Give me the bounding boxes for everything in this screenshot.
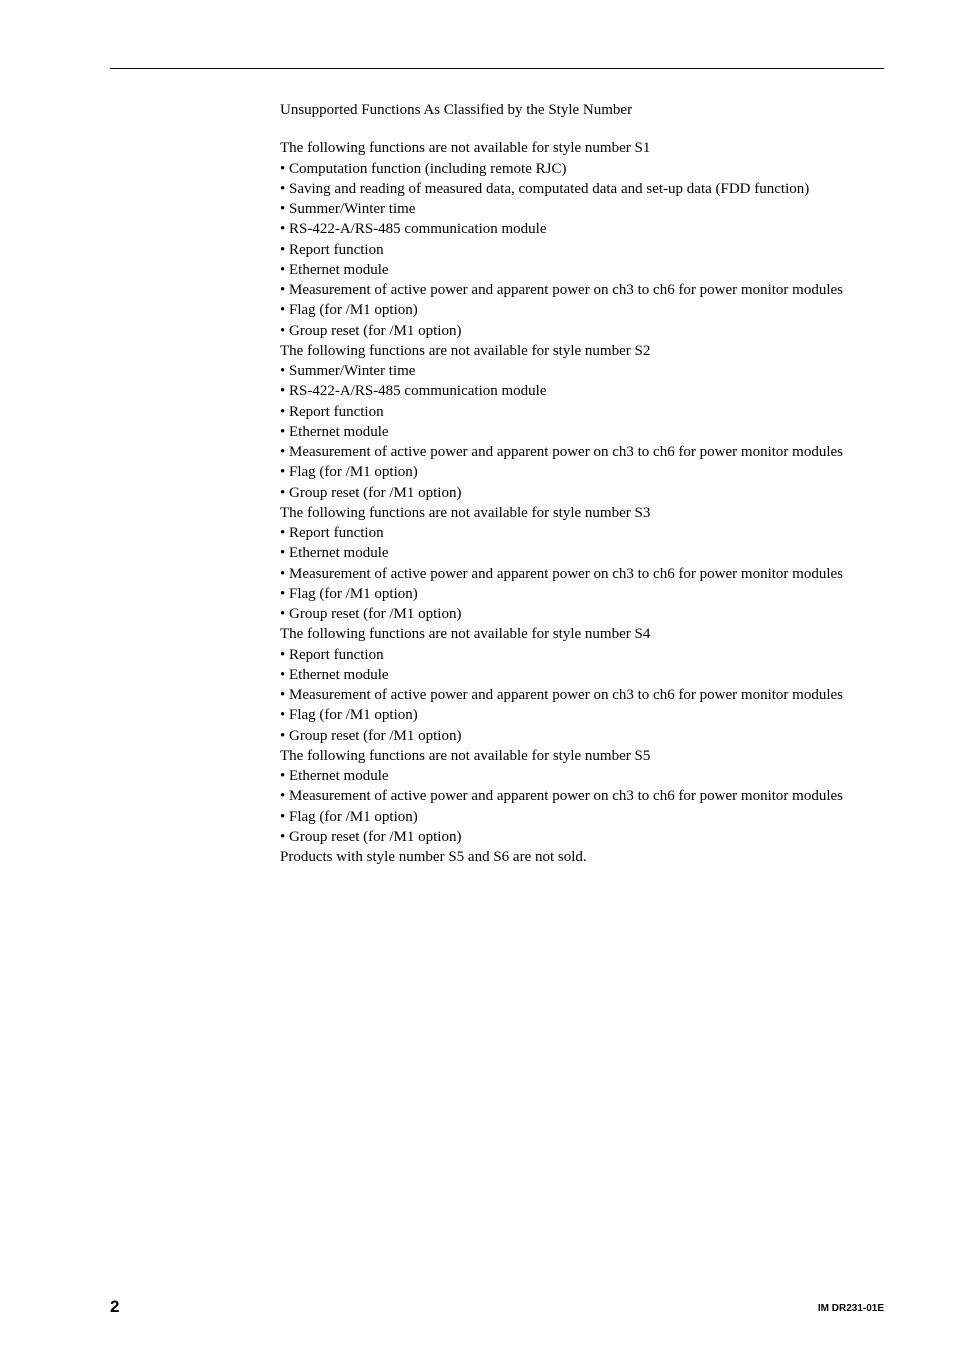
s2-bullet: • Summer/Winter time (280, 361, 884, 381)
s1-bullet: • Ethernet module (280, 260, 884, 280)
s4-bullet: • Group reset (for /M1 option) (280, 726, 884, 746)
s4-bullet: • Ethernet module (280, 665, 884, 685)
horizontal-rule (110, 68, 884, 69)
s3-bullet: • Report function (280, 523, 884, 543)
s1-bullet: • Saving and reading of measured data, c… (280, 179, 884, 199)
s2-bullet: • Flag (for /M1 option) (280, 462, 884, 482)
s3-bullet: • Flag (for /M1 option) (280, 584, 884, 604)
s5-bullet: • Group reset (for /M1 option) (280, 827, 884, 847)
s2-bullet: • RS-422-A/RS-485 communication module (280, 381, 884, 401)
s1-bullet: • Summer/Winter time (280, 199, 884, 219)
content-block: Unsupported Functions As Classified by t… (280, 100, 884, 867)
page-number: 2 (110, 1297, 119, 1317)
s4-intro: The following functions are not availabl… (280, 624, 884, 644)
s5-bullet: • Measurement of active power and appare… (280, 786, 884, 806)
s1-bullet: • RS-422-A/RS-485 communication module (280, 219, 884, 239)
s4-bullet: • Report function (280, 645, 884, 665)
page: Unsupported Functions As Classified by t… (0, 0, 954, 1351)
s3-bullet: • Measurement of active power and appare… (280, 564, 884, 584)
s2-bullet: • Group reset (for /M1 option) (280, 483, 884, 503)
s3-bullet: • Ethernet module (280, 543, 884, 563)
s5-bullet: • Flag (for /M1 option) (280, 807, 884, 827)
s3-intro: The following functions are not availabl… (280, 503, 884, 523)
s4-bullet: • Flag (for /M1 option) (280, 705, 884, 725)
s4-bullet: • Measurement of active power and appare… (280, 685, 884, 705)
s1-bullet: • Flag (for /M1 option) (280, 300, 884, 320)
s5-intro: The following functions are not availabl… (280, 746, 884, 766)
document-id: IM DR231-01E (818, 1303, 884, 1314)
s2-bullet: • Ethernet module (280, 422, 884, 442)
s1-bullet: • Computation function (including remote… (280, 159, 884, 179)
s1-bullet: • Measurement of active power and appare… (280, 280, 884, 300)
section-heading: Unsupported Functions As Classified by t… (280, 100, 884, 120)
s5-bullet: • Ethernet module (280, 766, 884, 786)
s1-bullet: • Group reset (for /M1 option) (280, 321, 884, 341)
s1-intro: The following functions are not availabl… (280, 138, 884, 158)
s2-intro: The following functions are not availabl… (280, 341, 884, 361)
closing-note: Products with style number S5 and S6 are… (280, 847, 884, 867)
s1-bullet: • Report function (280, 240, 884, 260)
s2-bullet: • Report function (280, 402, 884, 422)
s2-bullet: • Measurement of active power and appare… (280, 442, 884, 462)
s3-bullet: • Group reset (for /M1 option) (280, 604, 884, 624)
